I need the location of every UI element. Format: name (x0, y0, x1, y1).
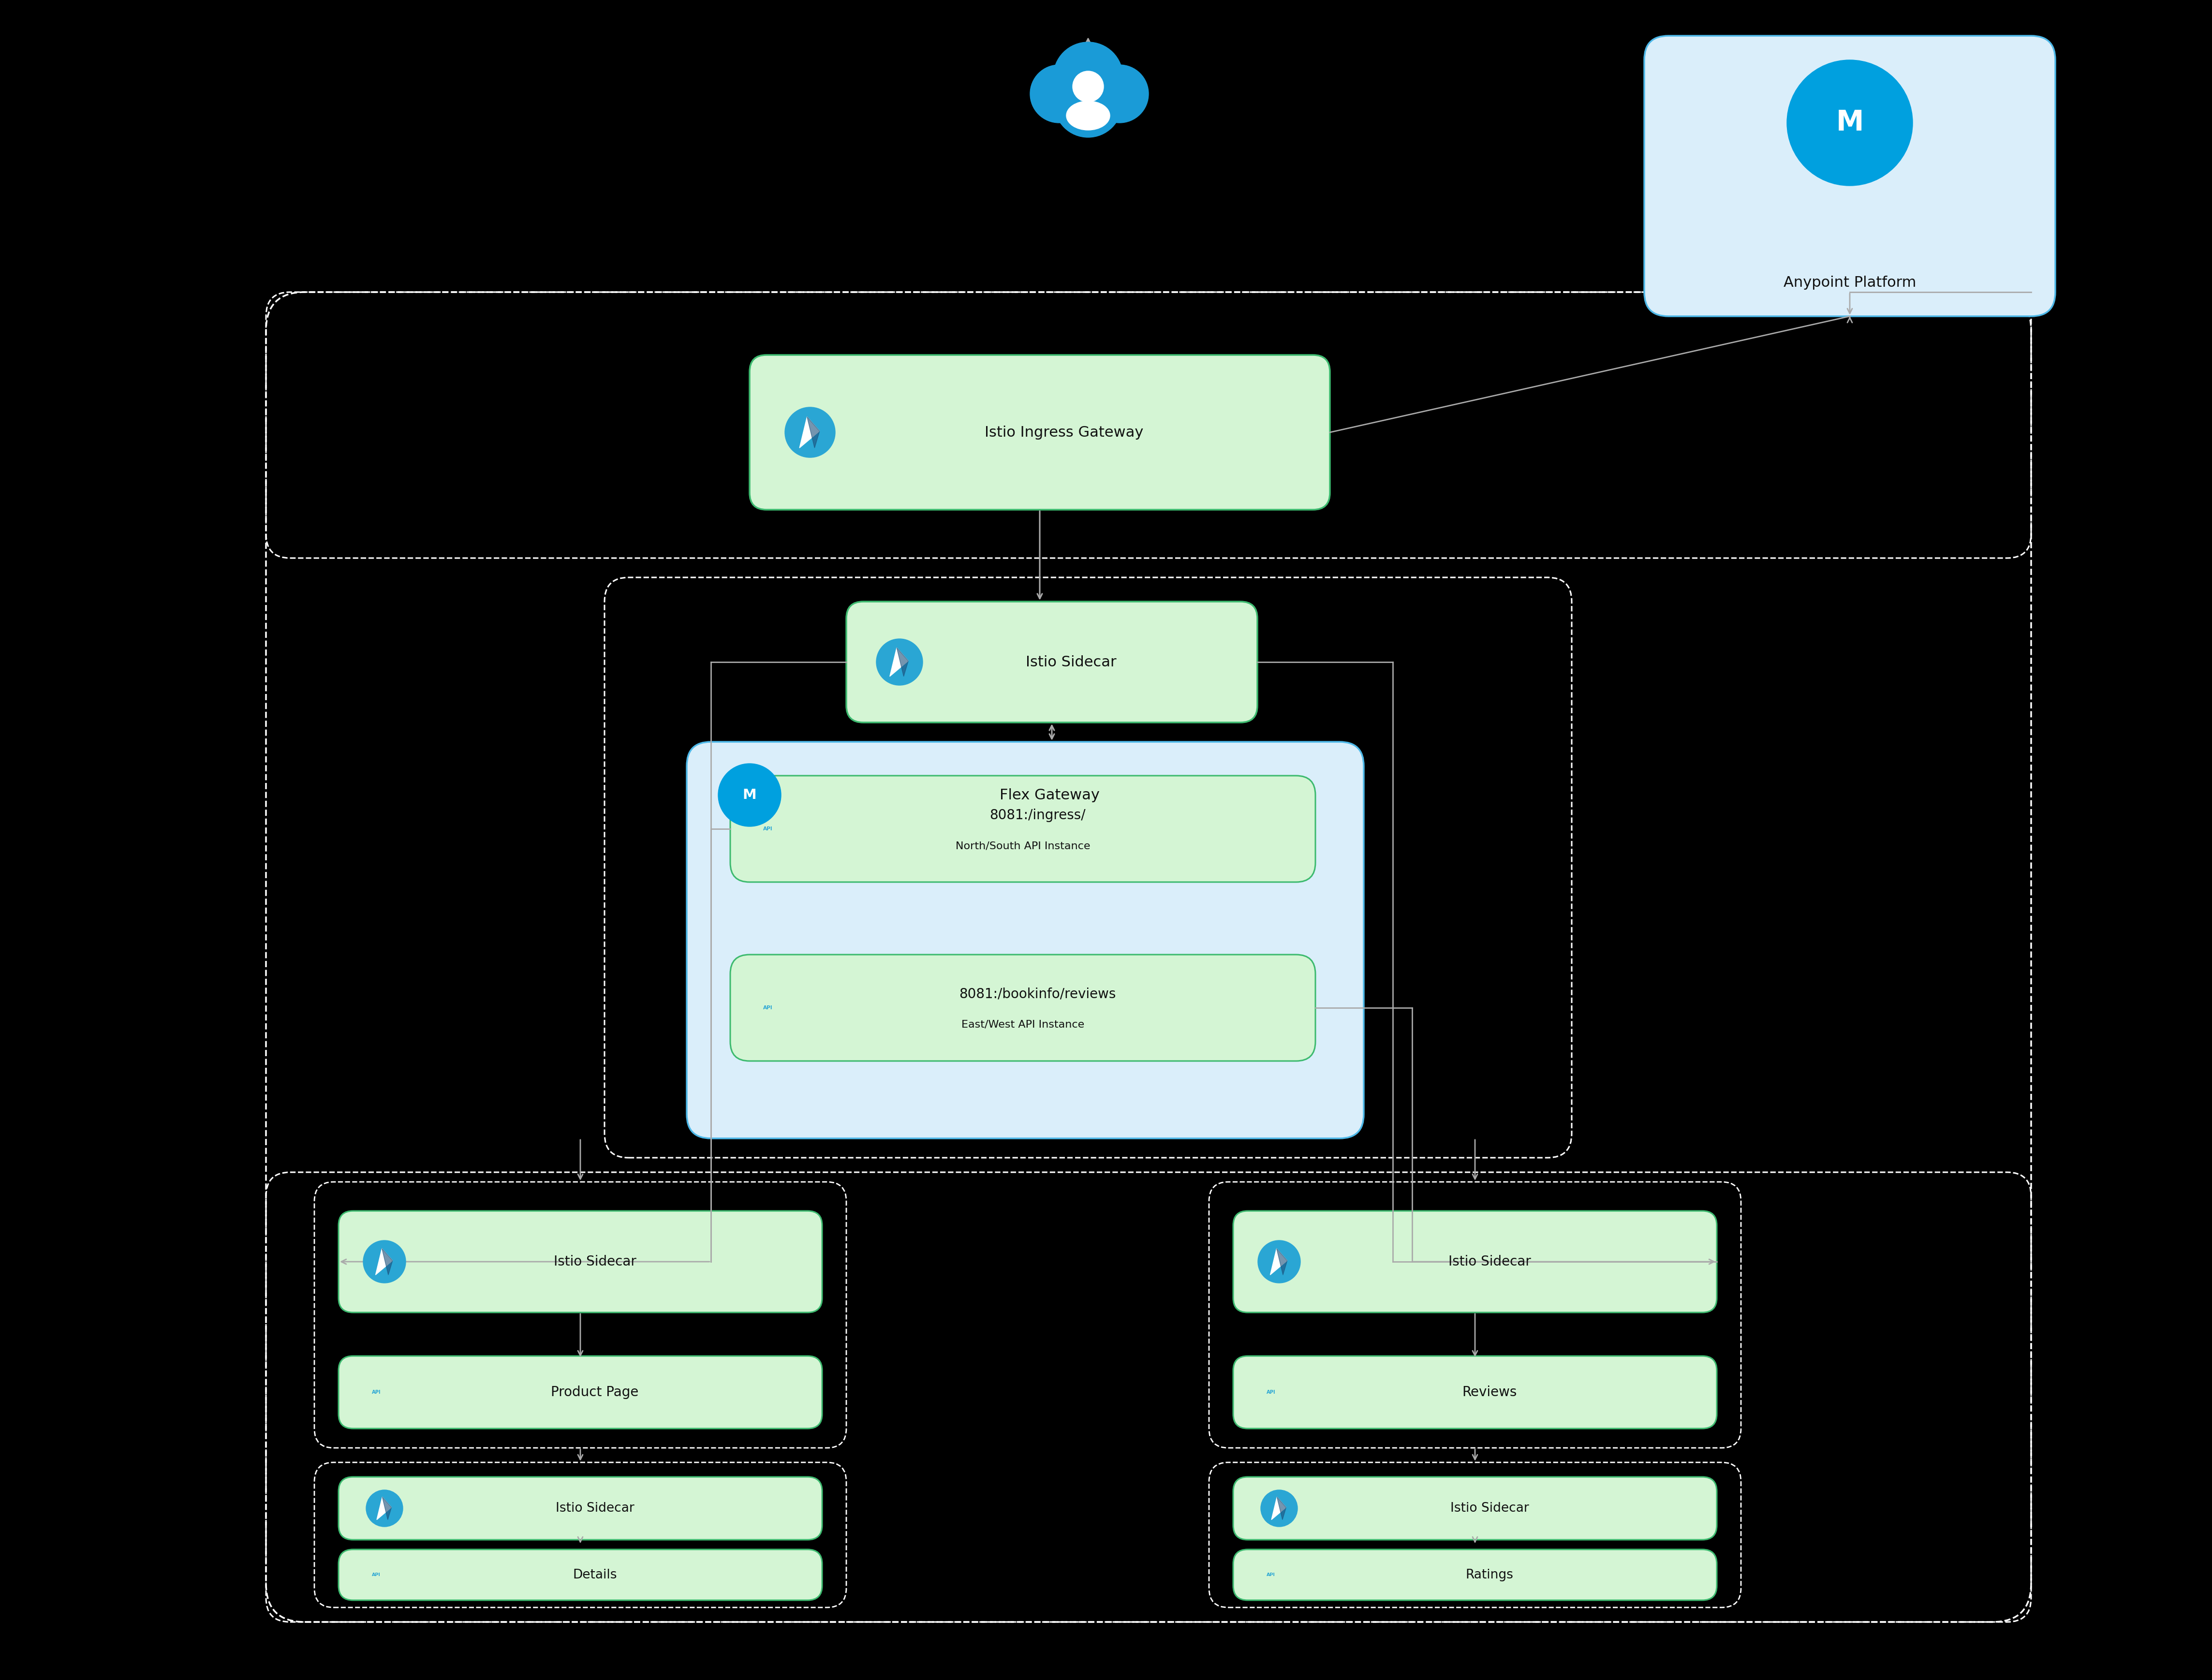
Text: Ratings: Ratings (1467, 1569, 1513, 1581)
Text: 8081:/ingress/: 8081:/ingress/ (989, 808, 1086, 822)
Text: API: API (1267, 1389, 1276, 1394)
Text: API: API (763, 1005, 772, 1010)
Polygon shape (383, 1497, 392, 1520)
FancyBboxPatch shape (1644, 35, 2055, 316)
Polygon shape (376, 1248, 392, 1275)
Polygon shape (1276, 1497, 1285, 1520)
Text: Istio Sidecar: Istio Sidecar (1451, 1502, 1528, 1515)
Polygon shape (1276, 1248, 1287, 1275)
Text: API: API (1267, 1572, 1276, 1578)
FancyBboxPatch shape (686, 743, 1365, 1139)
Text: 8081:/bookinfo/reviews: 8081:/bookinfo/reviews (958, 988, 1115, 1001)
Text: API: API (763, 827, 772, 832)
FancyBboxPatch shape (1232, 1549, 1717, 1601)
Circle shape (1073, 71, 1104, 102)
Circle shape (785, 407, 836, 457)
FancyBboxPatch shape (338, 1477, 823, 1541)
FancyBboxPatch shape (1232, 1477, 1717, 1541)
Text: M: M (1836, 109, 1865, 136)
Text: East/West API Instance: East/West API Instance (962, 1020, 1084, 1030)
Text: Flex Gateway: Flex Gateway (1000, 788, 1099, 801)
FancyBboxPatch shape (750, 354, 1329, 509)
Text: Details: Details (573, 1569, 617, 1581)
FancyBboxPatch shape (338, 1356, 823, 1428)
FancyBboxPatch shape (338, 1549, 823, 1601)
Polygon shape (383, 1248, 392, 1275)
Text: API: API (372, 1389, 380, 1394)
Polygon shape (896, 648, 909, 677)
Polygon shape (1270, 1248, 1287, 1275)
Circle shape (1259, 1240, 1301, 1284)
Text: M: M (743, 788, 757, 801)
Text: Istio Sidecar: Istio Sidecar (1026, 655, 1117, 669)
Circle shape (1055, 69, 1121, 138)
FancyBboxPatch shape (1232, 1356, 1717, 1428)
Circle shape (363, 1240, 405, 1284)
Text: Reviews: Reviews (1462, 1386, 1517, 1399)
Polygon shape (1272, 1497, 1285, 1520)
Circle shape (1261, 1490, 1298, 1527)
Text: Istio Sidecar: Istio Sidecar (555, 1502, 635, 1515)
Circle shape (1091, 66, 1148, 123)
Circle shape (1053, 42, 1124, 111)
Polygon shape (807, 417, 821, 449)
FancyBboxPatch shape (1232, 1211, 1717, 1312)
FancyBboxPatch shape (730, 954, 1316, 1062)
Circle shape (367, 1490, 403, 1527)
Text: Product Page: Product Page (551, 1386, 639, 1399)
Circle shape (1031, 66, 1088, 123)
Text: Istio Ingress Gateway: Istio Ingress Gateway (984, 425, 1144, 440)
Text: Istio Sidecar: Istio Sidecar (553, 1255, 637, 1268)
FancyBboxPatch shape (847, 601, 1256, 722)
Circle shape (1787, 60, 1913, 186)
FancyBboxPatch shape (338, 1211, 823, 1312)
FancyBboxPatch shape (730, 776, 1316, 882)
Polygon shape (376, 1497, 392, 1520)
Text: Anypoint Platform: Anypoint Platform (1783, 276, 1916, 289)
Polygon shape (889, 648, 909, 677)
Circle shape (719, 764, 781, 827)
Polygon shape (799, 417, 821, 449)
Text: Istio Sidecar: Istio Sidecar (1449, 1255, 1531, 1268)
Text: North/South API Instance: North/South API Instance (956, 842, 1091, 850)
Ellipse shape (1066, 101, 1110, 129)
Circle shape (876, 638, 922, 685)
Text: API: API (372, 1572, 380, 1578)
